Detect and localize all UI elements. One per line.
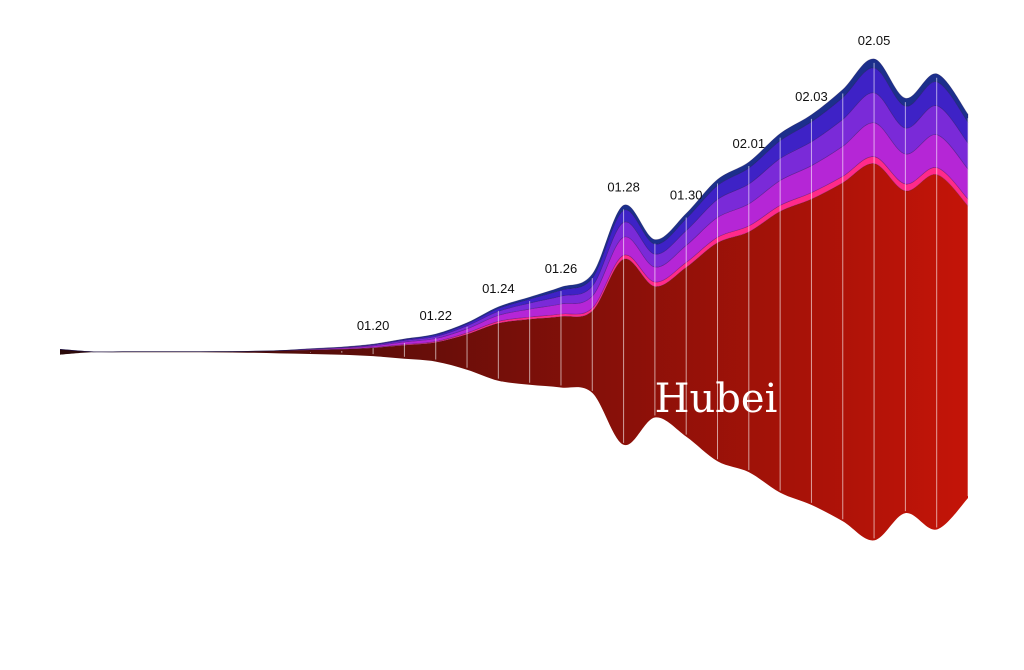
- tick-label-01.24: 01.24: [482, 281, 515, 296]
- day-gridlines: [309, 62, 969, 539]
- hubei-region-label: Hubei: [655, 376, 778, 422]
- tick-label-02.01: 02.01: [733, 136, 766, 151]
- tick-label-01.28: 01.28: [607, 179, 640, 194]
- tick-label-01.20: 01.20: [357, 318, 390, 333]
- series-hubei-area: [60, 163, 968, 541]
- tick-label-01.30: 01.30: [670, 188, 703, 203]
- tick-label-01.22: 01.22: [419, 308, 452, 323]
- stream-layers: [59, 58, 969, 541]
- tick-label-02.05: 02.05: [858, 33, 891, 48]
- tick-label-01.26: 01.26: [545, 261, 578, 276]
- tick-label-02.03: 02.03: [795, 89, 828, 104]
- date-tick-labels: 01.20 01.22 01.24 01.26 01.28 01.30 02.01 02.03…: [357, 33, 891, 333]
